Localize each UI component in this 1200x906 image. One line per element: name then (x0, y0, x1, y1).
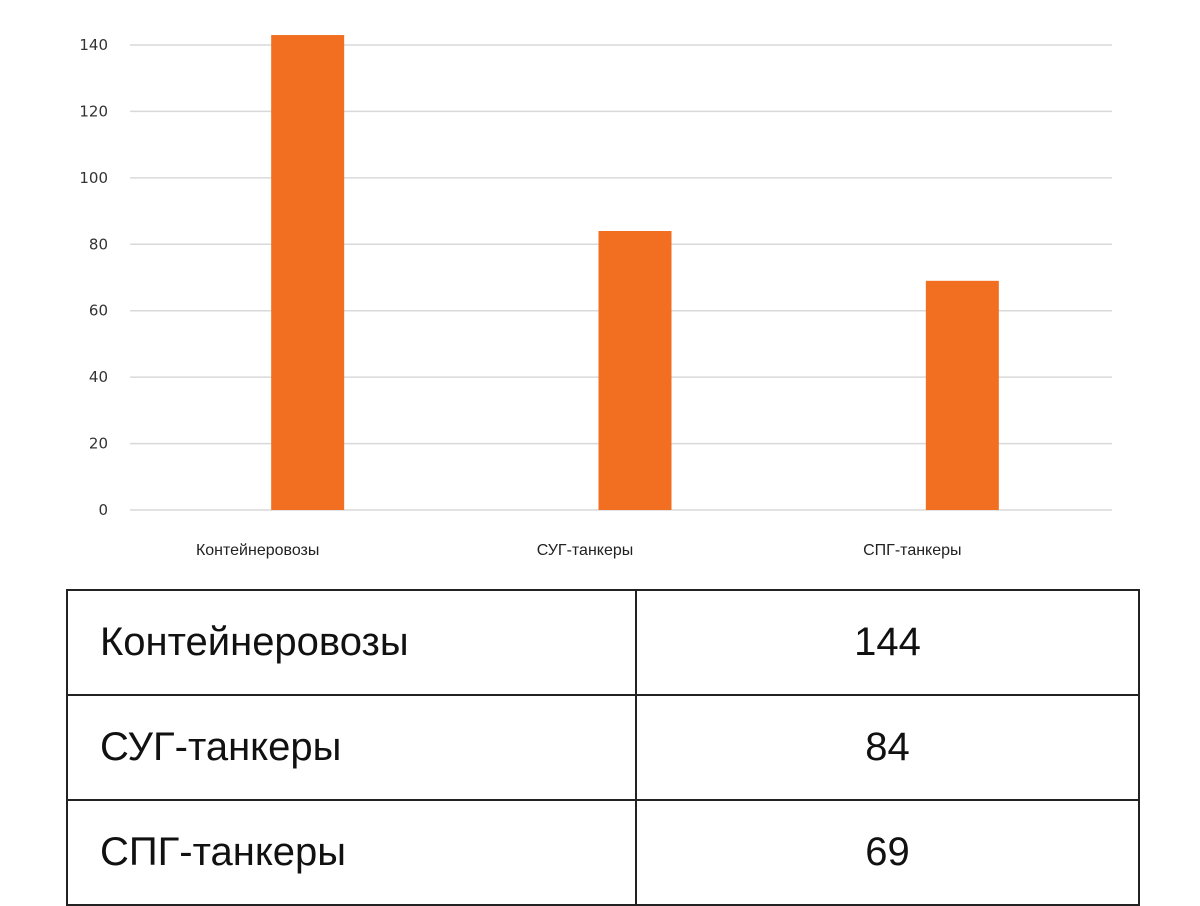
bar-chart: 0 20 40 60 80 100 120 140 Контейнеровозы СУГ-тан… (79, 35, 1112, 559)
x-category-label: Контейнеровозы (196, 542, 319, 559)
y-tick-label: 140 (79, 36, 108, 54)
y-tick-label: 0 (98, 501, 108, 519)
bar (271, 35, 345, 511)
y-axis-ticks: 0 20 40 60 80 100 120 140 (79, 36, 108, 519)
x-category-label: СПГ-танкеры (863, 542, 961, 559)
y-tick-label: 20 (89, 435, 108, 453)
row-value: 69 (635, 799, 1140, 906)
x-axis-labels: Контейнеровозы СУГ-танкеры СПГ-танкеры (196, 542, 962, 559)
row-label: Контейнеровозы (66, 589, 637, 696)
table-row: СПГ-танкеры 69 (66, 799, 1140, 906)
table-row: СУГ-танкеры 84 (66, 694, 1140, 801)
table-row: Контейнеровозы 144 (66, 589, 1140, 696)
x-category-label: СУГ-танкеры (537, 542, 634, 559)
y-tick-label: 80 (89, 235, 108, 253)
row-value: 144 (635, 589, 1140, 696)
bar (925, 280, 999, 510)
bar (598, 231, 672, 510)
y-tick-label: 60 (89, 302, 108, 320)
row-label: СУГ-танкеры (66, 694, 637, 801)
bars (271, 35, 999, 511)
y-tick-label: 120 (79, 102, 108, 120)
row-label: СПГ-танкеры (66, 799, 637, 906)
y-tick-label: 100 (79, 169, 108, 187)
y-tick-label: 40 (89, 368, 108, 386)
row-value: 84 (635, 694, 1140, 801)
data-table: Контейнеровозы 144 СУГ-танкеры 84 СПГ-та… (66, 589, 1140, 906)
